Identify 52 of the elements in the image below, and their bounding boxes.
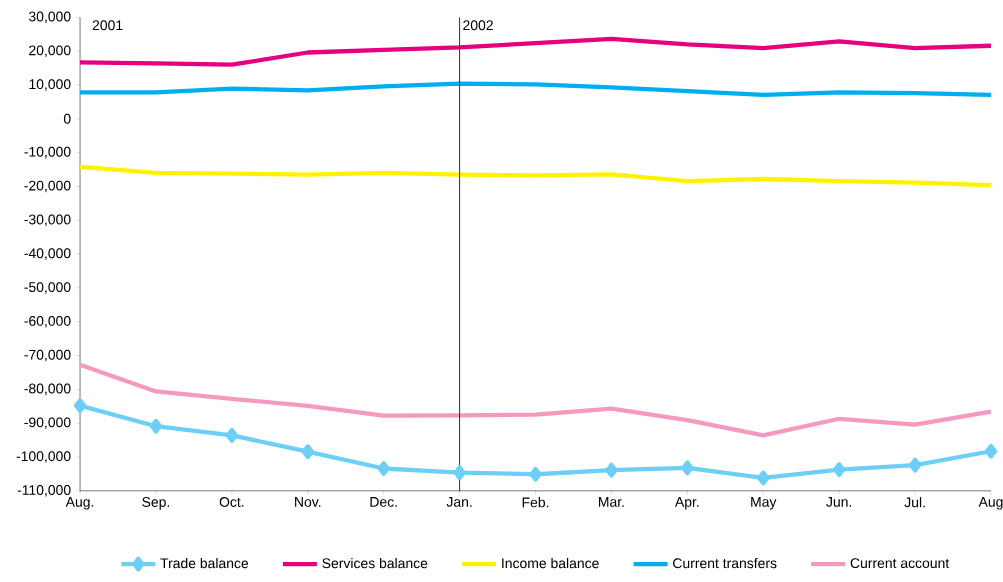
y-tick-label: 20,000 bbox=[29, 45, 71, 58]
x-tick-label: Jun. bbox=[826, 497, 852, 508]
y-tick-label: -20,000 bbox=[24, 180, 71, 193]
point bbox=[757, 470, 770, 486]
legend-label: Current transfers bbox=[673, 558, 777, 569]
point bbox=[377, 461, 390, 477]
line-series bbox=[77, 362, 994, 438]
x-tick-label: Aug bbox=[978, 497, 1003, 510]
y-tick-label: -10,000 bbox=[24, 147, 71, 159]
x-tick-label: May bbox=[751, 497, 777, 510]
y-tick-label: -30,000 bbox=[24, 214, 71, 227]
legend-label: Current account bbox=[850, 558, 950, 569]
x-tick-label: Mar. bbox=[599, 497, 624, 508]
y-tick-label: 10,000 bbox=[29, 79, 71, 91]
y-tick-label: -90,000 bbox=[24, 417, 71, 430]
line-series bbox=[77, 37, 994, 68]
point bbox=[833, 462, 846, 478]
x-tick-label: Apr. bbox=[674, 497, 699, 510]
point bbox=[908, 457, 922, 473]
x-tick-label: Jul. bbox=[904, 497, 925, 508]
y-tick-label: -60,000 bbox=[24, 316, 71, 328]
y-tick-label: -100,000 bbox=[16, 451, 71, 464]
y-tick-label: -80,000 bbox=[24, 383, 71, 396]
y-tick-label: -70,000 bbox=[24, 350, 71, 362]
legend-label: Services balance bbox=[322, 558, 428, 569]
x-tick-label: Nov. bbox=[295, 497, 321, 508]
x-tick-label: Aug. bbox=[65, 497, 94, 510]
x-tick-label: Feb. bbox=[522, 497, 549, 508]
point bbox=[605, 462, 618, 478]
point bbox=[984, 444, 998, 459]
line-series bbox=[77, 81, 994, 98]
legend-label: Income balance bbox=[502, 558, 599, 569]
y-tick-label: 30,000 bbox=[28, 11, 71, 24]
point bbox=[681, 460, 694, 476]
point bbox=[73, 398, 87, 414]
y-tick-label: -40,000 bbox=[24, 248, 71, 261]
point bbox=[529, 467, 542, 482]
x-tick-label: Jan. bbox=[446, 497, 472, 508]
point bbox=[225, 428, 238, 444]
point bbox=[301, 444, 314, 460]
x-tick-label: Sep. bbox=[142, 497, 170, 510]
x-tick-label: Dec. bbox=[370, 497, 397, 508]
y-tick-label: -50,000 bbox=[24, 282, 71, 294]
y-tick-label: 0 bbox=[63, 114, 71, 124]
point bbox=[149, 418, 163, 434]
line-series bbox=[77, 164, 994, 188]
legend-label: Trade balance bbox=[160, 558, 249, 569]
y-tick-label: -110,000 bbox=[17, 485, 71, 497]
x-tick-label: Oct. bbox=[219, 497, 244, 508]
point bbox=[453, 465, 466, 481]
annotation: 2001 bbox=[92, 20, 123, 31]
ref-line-label: 2002 bbox=[463, 20, 493, 31]
